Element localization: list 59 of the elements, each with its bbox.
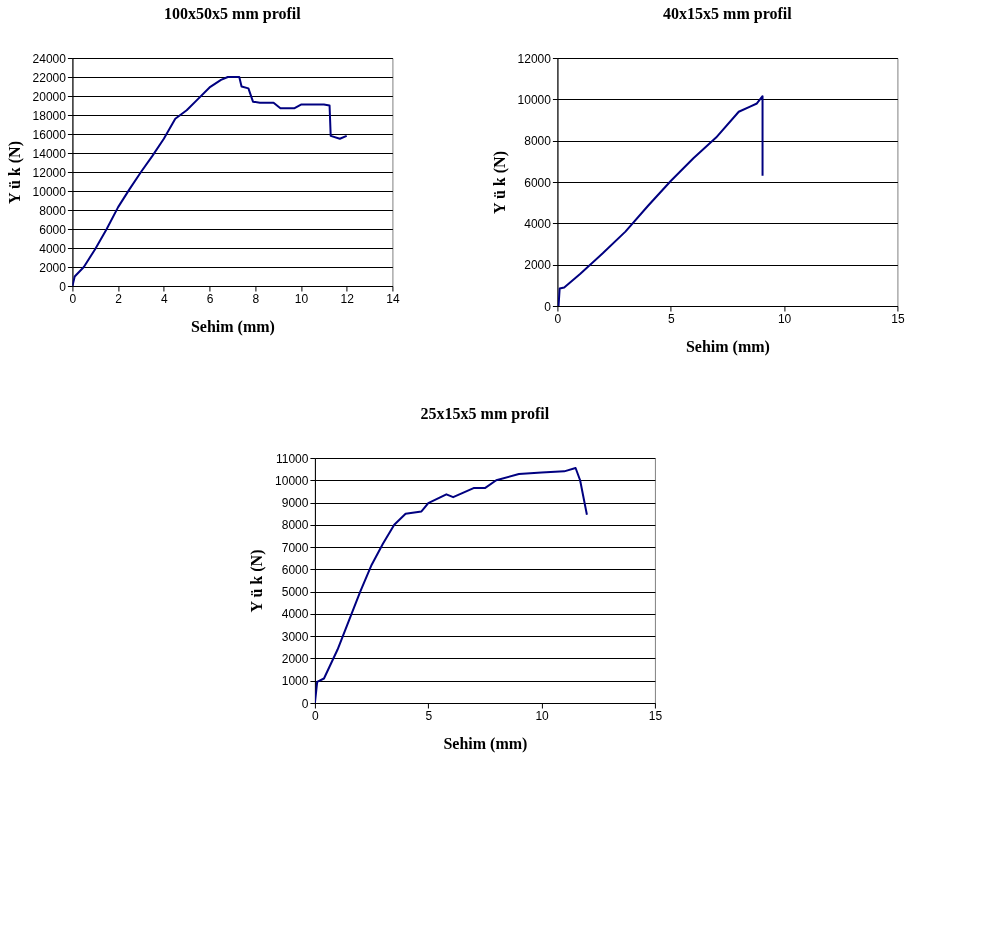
y-tick-label: 7000 [281, 540, 309, 555]
x-tick-label: 15 [648, 708, 663, 723]
y-tick-label: 9000 [281, 496, 309, 511]
x-axis-title: Sehim (mm) [443, 734, 528, 753]
y-tick-label: 2000 [39, 260, 67, 275]
y-axis-title: Y ü k (N) [5, 141, 24, 204]
x-tick-label: 12 [340, 291, 355, 306]
x-tick-label: 15 [891, 311, 905, 326]
y-tick-label: 12000 [32, 165, 67, 180]
y-tick-label: 2000 [281, 651, 309, 666]
y-tick-label: 16000 [32, 127, 67, 142]
y-tick-label: 5000 [281, 585, 309, 600]
y-axis-title: Y ü k (N) [248, 549, 267, 613]
x-tick-label: 4 [161, 291, 168, 306]
x-tick-label: 6 [206, 291, 214, 306]
y-tick-label: 0 [301, 696, 309, 711]
x-tick-label: 8 [252, 291, 260, 306]
x-tick-label: 2 [115, 291, 123, 306]
y-tick-label: 4000 [39, 241, 67, 256]
y-tick-label: 8000 [524, 134, 552, 149]
x-tick-label: 10 [535, 708, 550, 723]
chart-title: 100x50x5 mm profil [164, 5, 302, 23]
y-axis-title: Y ü k (N) [490, 151, 509, 214]
x-tick-label: 5 [425, 708, 433, 723]
y-tick-label: 22000 [32, 70, 67, 85]
x-tick-label: 5 [667, 311, 675, 326]
line-series [72, 76, 348, 286]
y-tick-label: 20000 [32, 89, 67, 104]
y-tick-label: 6000 [281, 562, 309, 577]
y-tick-label: 12000 [517, 51, 552, 66]
y-tick-label: 8000 [39, 203, 67, 218]
y-tick-label: 10000 [32, 184, 67, 199]
x-tick-label: 10 [294, 291, 309, 306]
y-tick-label: 4000 [281, 607, 309, 622]
chart-title: 40x15x5 mm profil [663, 5, 793, 23]
y-tick-label: 6000 [524, 175, 552, 190]
x-tick-label: 10 [777, 311, 792, 326]
y-tick-label: 2000 [524, 258, 552, 273]
line-series [557, 95, 764, 306]
y-tick-label: 14000 [32, 146, 67, 161]
chart-title: 25x15x5 mm profil [420, 405, 550, 423]
x-axis-title: Sehim (mm) [685, 337, 770, 356]
y-tick-label: 24000 [32, 51, 67, 66]
y-tick-label: 11000 [275, 451, 309, 466]
y-tick-label: 4000 [524, 216, 552, 231]
x-tick-label: 0 [69, 291, 77, 306]
y-tick-label: 1000 [281, 674, 309, 689]
y-tick-label: 8000 [281, 518, 309, 533]
y-tick-label: 10000 [275, 473, 309, 488]
x-tick-label: 0 [312, 708, 320, 723]
y-tick-label: 3000 [281, 629, 309, 644]
x-tick-label: 0 [554, 311, 562, 326]
x-axis-title: Sehim (mm) [190, 317, 275, 336]
y-tick-label: 10000 [517, 92, 552, 107]
y-tick-label: 6000 [39, 222, 67, 237]
y-tick-label: 0 [59, 279, 67, 294]
x-tick-label: 14 [386, 291, 400, 306]
line-series [314, 467, 588, 703]
y-tick-label: 18000 [32, 108, 67, 123]
